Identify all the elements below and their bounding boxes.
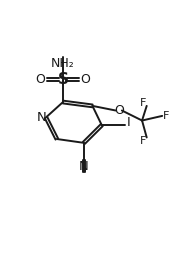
Text: S: S	[57, 72, 68, 87]
Text: N: N	[79, 160, 89, 173]
Text: N: N	[37, 111, 47, 124]
Text: F: F	[140, 136, 146, 146]
Text: O: O	[81, 73, 90, 86]
Text: F: F	[140, 98, 146, 108]
Text: I: I	[127, 116, 131, 129]
Text: NH₂: NH₂	[51, 57, 75, 70]
Text: O: O	[36, 73, 45, 86]
Text: O: O	[114, 104, 124, 117]
Text: F: F	[163, 111, 169, 121]
